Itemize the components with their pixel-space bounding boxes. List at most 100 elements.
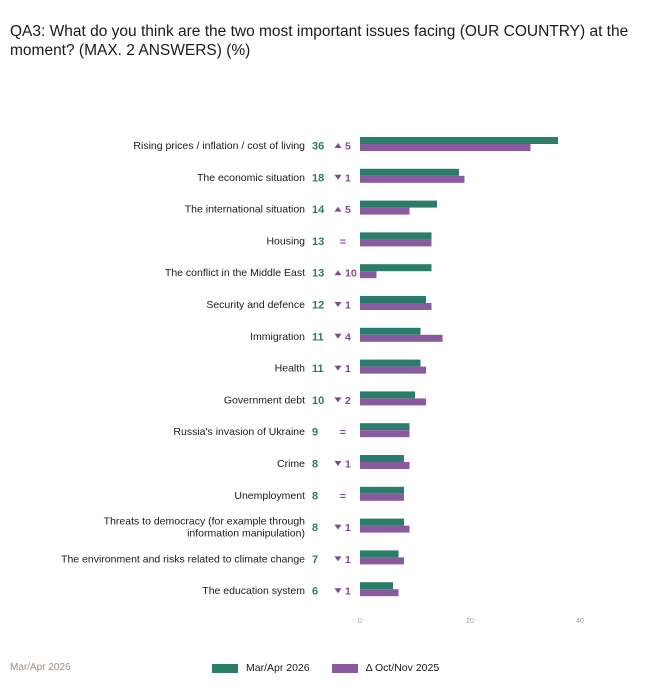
change-label: 4 bbox=[345, 331, 351, 343]
value-label: 6 bbox=[312, 586, 318, 598]
change-label: 5 bbox=[345, 141, 351, 153]
legend-item-current: Mar/Apr 2026 bbox=[212, 662, 310, 674]
value-label: 36 bbox=[312, 141, 324, 153]
bar-previous bbox=[360, 239, 432, 247]
legend-label-previous: Δ Oct/Nov 2025 bbox=[365, 662, 440, 674]
bar-current bbox=[360, 137, 558, 144]
value-label: 8 bbox=[312, 522, 318, 534]
bar-current bbox=[360, 200, 437, 208]
category-label: The environment and risks related to cli… bbox=[61, 553, 305, 565]
category-label: The education system bbox=[202, 585, 305, 597]
bar-current bbox=[360, 455, 404, 462]
change-down-icon bbox=[334, 302, 342, 307]
bar-current bbox=[360, 296, 426, 303]
category-label: The economic situation bbox=[197, 172, 305, 184]
category-label: Rising prices / inflation / cost of livi… bbox=[133, 140, 305, 152]
bar-previous bbox=[360, 366, 426, 374]
chart-title: QA3: What do you think are the two most … bbox=[10, 23, 629, 59]
bar-previous bbox=[360, 462, 410, 469]
category-label: Threats to democracy (for example throug… bbox=[104, 516, 306, 540]
bar-current bbox=[360, 391, 415, 399]
change-label: 1 bbox=[345, 459, 351, 471]
x-axis-ticks: 0 20 40 bbox=[358, 618, 584, 625]
legend: Mar/Apr 2026 Δ Oct/Nov 2025 bbox=[212, 662, 461, 674]
bar-current bbox=[360, 359, 421, 367]
change-down-icon bbox=[334, 174, 342, 180]
bar-current bbox=[360, 550, 399, 558]
bar-previous bbox=[360, 334, 443, 342]
value-label: 11 bbox=[312, 363, 324, 375]
change-down-icon bbox=[334, 556, 342, 562]
category-label: Security and defence bbox=[206, 299, 305, 311]
bar-current bbox=[360, 264, 432, 272]
value-label: 7 bbox=[312, 554, 318, 566]
category-label: Housing bbox=[266, 235, 305, 247]
value-label: 11 bbox=[312, 331, 324, 343]
value-label: 9 bbox=[312, 427, 318, 439]
change-up-icon bbox=[334, 143, 342, 148]
bar-previous bbox=[360, 493, 404, 501]
change-label: = bbox=[340, 490, 346, 502]
change-label: 1 bbox=[345, 172, 351, 184]
x-tick-label: 0 bbox=[358, 618, 362, 625]
bar-chart: Rising prices / inflation / cost of livi… bbox=[61, 137, 584, 625]
bar-previous bbox=[360, 207, 410, 215]
value-label: 13 bbox=[312, 236, 324, 248]
bar-previous bbox=[360, 557, 404, 565]
change-label: 1 bbox=[345, 554, 351, 566]
legend-swatch-previous bbox=[331, 663, 358, 673]
bar-previous bbox=[360, 589, 399, 597]
value-label: 13 bbox=[312, 268, 324, 280]
category-label: Crime bbox=[277, 458, 305, 470]
change-down-icon bbox=[334, 588, 342, 594]
change-up-icon bbox=[334, 270, 342, 276]
bar-previous bbox=[360, 144, 531, 151]
category-labels: Rising prices / inflation / cost of livi… bbox=[61, 140, 357, 598]
bar-current bbox=[360, 327, 421, 335]
change-up-icon bbox=[334, 206, 342, 212]
change-label: = bbox=[340, 236, 346, 248]
x-tick-label: 20 bbox=[466, 618, 474, 625]
change-label: 1 bbox=[345, 300, 351, 312]
value-label: 18 bbox=[312, 172, 324, 184]
footer-date: Mar/Apr 2026 bbox=[10, 662, 71, 673]
change-label: 10 bbox=[345, 268, 357, 280]
category-label: Health bbox=[275, 363, 306, 375]
legend-swatch-current bbox=[212, 663, 238, 673]
value-label: 8 bbox=[312, 459, 318, 471]
bar-previous bbox=[360, 525, 410, 533]
category-label: The conflict in the Middle East bbox=[165, 267, 305, 279]
x-tick-label: 40 bbox=[576, 618, 584, 625]
bar-current bbox=[360, 423, 410, 431]
value-label: 8 bbox=[312, 490, 318, 502]
bar-previous bbox=[360, 175, 465, 183]
bar-current bbox=[360, 232, 432, 240]
change-label: 5 bbox=[345, 204, 351, 216]
category-label: The international situation bbox=[185, 204, 305, 216]
bar-previous bbox=[360, 398, 426, 406]
value-label: 14 bbox=[312, 204, 325, 216]
value-label: 12 bbox=[312, 300, 324, 312]
bar-previous bbox=[360, 271, 377, 279]
bars bbox=[360, 137, 558, 597]
change-down-icon bbox=[334, 461, 342, 466]
value-label: 10 bbox=[312, 395, 324, 407]
change-down-icon bbox=[334, 365, 342, 371]
category-label: Government debt bbox=[224, 394, 305, 406]
change-down-icon bbox=[334, 524, 342, 530]
legend-item-previous: Δ Oct/Nov 2025 bbox=[331, 662, 440, 674]
category-label: Immigration bbox=[250, 331, 305, 343]
change-label: 1 bbox=[345, 586, 351, 598]
legend-label-current: Mar/Apr 2026 bbox=[246, 662, 310, 674]
change-label: = bbox=[340, 427, 346, 439]
bar-current bbox=[360, 486, 404, 494]
category-label: Russia's invasion of Ukraine bbox=[173, 426, 305, 438]
bar-previous bbox=[360, 430, 410, 438]
bar-current bbox=[360, 582, 393, 590]
category-label: Unemployment bbox=[234, 490, 305, 502]
change-down-icon bbox=[334, 397, 342, 403]
bar-previous bbox=[360, 303, 432, 310]
change-label: 2 bbox=[345, 395, 351, 407]
change-down-icon bbox=[334, 333, 342, 339]
change-label: 1 bbox=[345, 522, 351, 534]
